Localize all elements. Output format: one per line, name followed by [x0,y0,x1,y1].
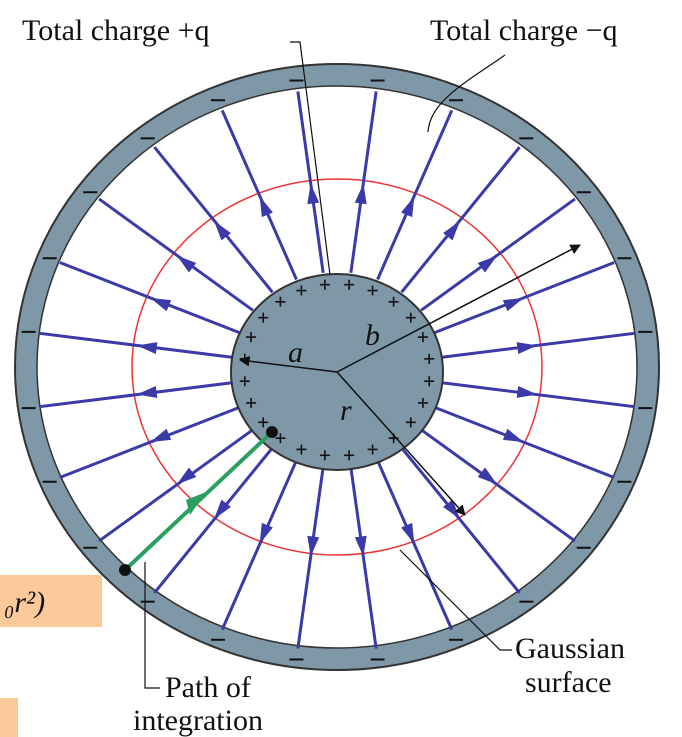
label-charge-outer: Total charge −q [430,14,618,47]
label-gaussian-1: Gaussian [515,632,625,665]
label-b: b [365,319,380,352]
label-a: a [288,336,303,369]
path-end [119,564,131,576]
label-gaussian-2: surface [525,666,612,699]
path-start [266,426,278,438]
label-charge-inner: Total charge +q [22,14,210,47]
formula: ₀r²) [4,586,45,619]
label-path-1: Path of [165,671,251,704]
label-path-2: integration [133,704,263,737]
diagram: ₀r²) a b r Total charge +q Total charge … [0,0,682,737]
label-r: r [340,394,352,427]
formula-box-bottom [0,698,18,737]
